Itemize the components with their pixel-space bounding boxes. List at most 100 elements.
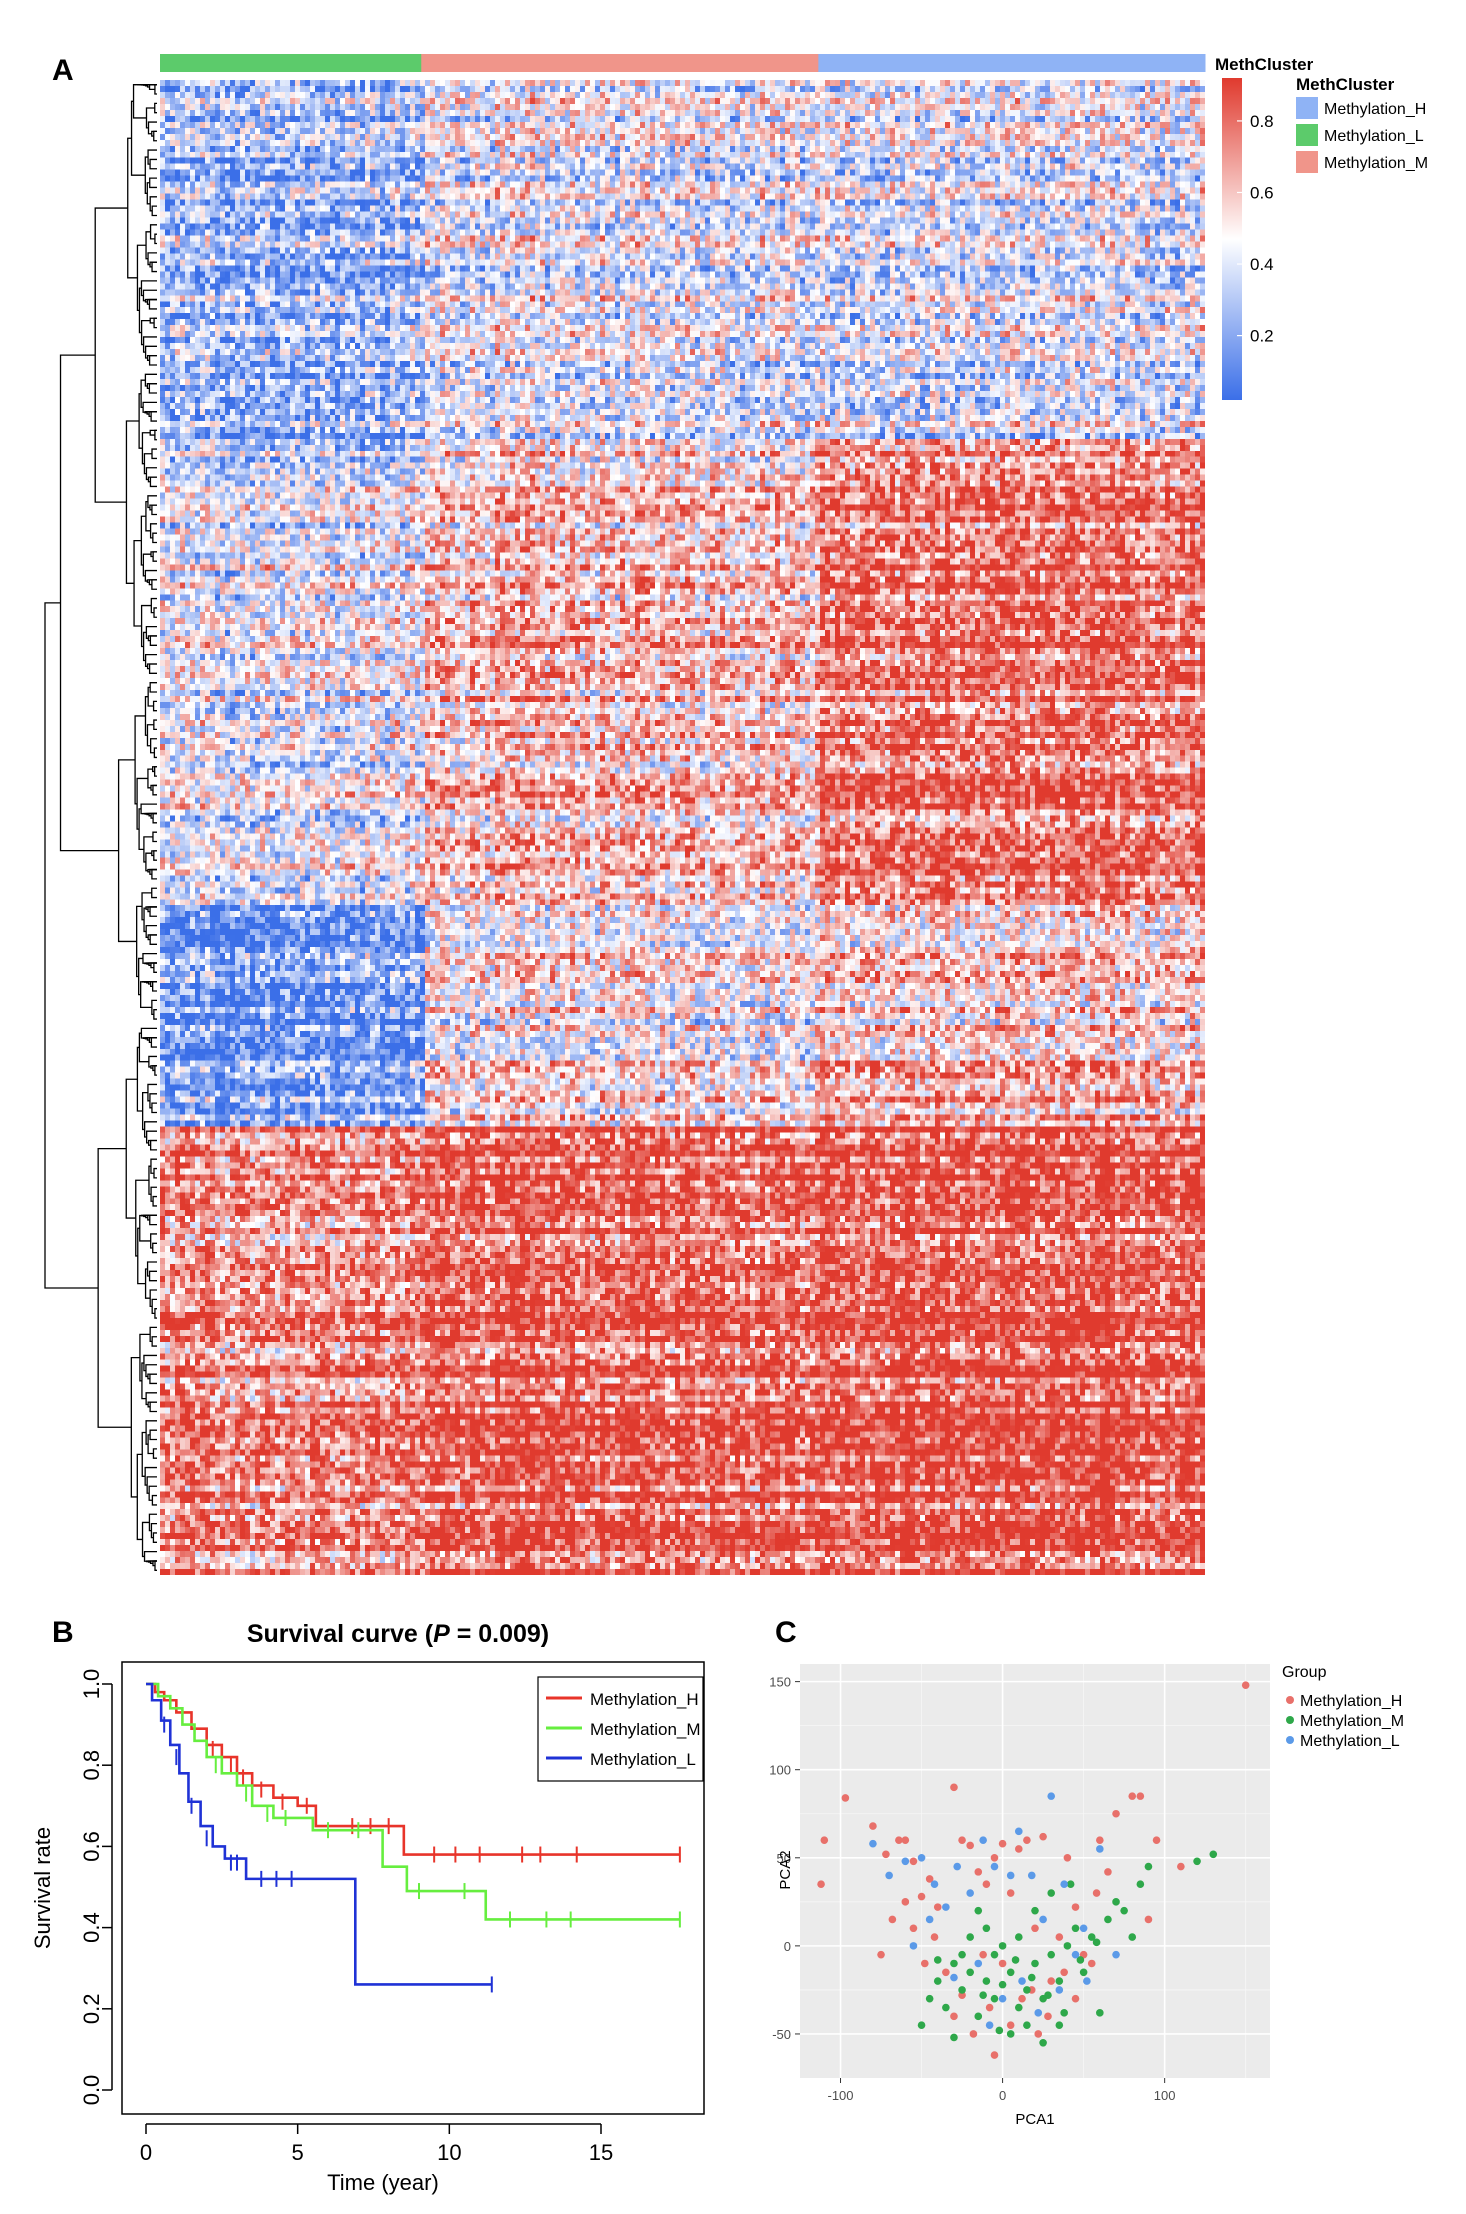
pca-point: [869, 1839, 877, 1848]
dendrogram-branch: [152, 784, 157, 796]
colorbar-tick-label: 0.4: [1250, 255, 1274, 274]
column-annotation-bar: [160, 54, 1206, 72]
dendrogram-branch: [140, 1027, 157, 1039]
pca-point: [1152, 1836, 1161, 1844]
pca-point: [1096, 1836, 1104, 1844]
dendrogram-branch: [136, 905, 143, 978]
pca-legend-title: Group: [1282, 1664, 1327, 1681]
dendrogram-branch: [151, 448, 157, 460]
dendrogram-branch: [151, 1336, 157, 1347]
dendrogram-branch: [149, 1289, 157, 1308]
pca-point: [979, 1836, 987, 1844]
dendrogram-branch: [150, 784, 157, 791]
pca-point: [1034, 2009, 1043, 2017]
dendrogram-branch: [144, 696, 149, 736]
pca-point: [1006, 2030, 1015, 2038]
annotation-segment-methylation-l: [160, 54, 422, 72]
pca-point: [974, 1959, 983, 1968]
pca-point: [877, 1950, 885, 1959]
pca-point: [1031, 1959, 1039, 1968]
dendrogram-branch: [127, 137, 138, 279]
survival-title: Survival curve (P = 0.009): [247, 1620, 549, 1648]
dendrogram-branch: [152, 700, 157, 712]
survival-x-tick-label: 5: [292, 2140, 304, 2165]
annotation-segment-methylation-m: [421, 54, 819, 72]
pca-point: [966, 1968, 974, 1977]
pca-x-tick-label: 100: [1154, 2088, 1176, 2103]
dendrogram-branch: [153, 719, 157, 731]
pca-point: [1011, 1956, 1020, 1964]
dendrogram-branch: [138, 808, 144, 851]
pca-point: [882, 1850, 890, 1859]
dendrogram-branch: [154, 1065, 157, 1076]
pca-point: [925, 1994, 934, 2003]
dendrogram-branch: [94, 207, 128, 503]
pca-ylabel: PCA2: [777, 1850, 794, 1889]
dendrogram-branch: [145, 467, 157, 481]
pca-legend-label: Methylation_M: [1300, 1713, 1404, 1730]
pca-point: [1055, 1986, 1064, 1994]
dendrogram-branch: [153, 1167, 157, 1179]
dendrogram-branch: [140, 319, 151, 346]
pca-point: [817, 1880, 825, 1889]
pca-point: [920, 1959, 929, 1968]
pca-legend: Methylation_H Methylation_M Methylation_L: [1286, 1693, 1404, 1750]
dendrogram-branch: [145, 231, 151, 260]
pca-point: [1079, 1968, 1088, 1977]
dendrogram-branch: [147, 1083, 157, 1102]
dendrogram-branch: [153, 962, 157, 973]
pca-point: [1096, 2009, 1104, 2017]
pca-legend-label: Methylation_H: [1300, 1693, 1402, 1710]
legend-swatch-methylation-l: [1296, 124, 1318, 146]
dendrogram-branch: [130, 1356, 140, 1498]
pca-point: [985, 2003, 994, 2012]
dendrogram-branch: [154, 84, 157, 95]
dendrogram-branch: [148, 663, 157, 674]
pca-point: [942, 1903, 950, 1911]
dendrogram-branch: [147, 121, 157, 135]
dendrogram-branch: [151, 1298, 157, 1315]
pca-point: [1112, 1809, 1120, 1818]
pca-point: [990, 1994, 999, 2003]
pca-point: [909, 1942, 918, 1950]
dendrogram-branch: [148, 411, 157, 418]
dendrogram-branch: [147, 906, 157, 913]
legend-swatch-methylation-h: [1296, 97, 1318, 119]
pca-point: [1023, 2021, 1031, 2029]
dendrogram-branch: [149, 476, 157, 488]
pca-point: [1055, 1933, 1064, 1941]
pca-point: [930, 1933, 939, 1941]
pca-point: [998, 1942, 1007, 1950]
pca-point: [1144, 1915, 1153, 1924]
pca-point: [895, 1836, 903, 1844]
dendrogram-branch: [153, 747, 157, 759]
pca-y-tick-label: 0: [784, 1939, 791, 1954]
pca-point: [950, 1783, 958, 1792]
pca-point: [998, 1980, 1007, 1989]
survival-ylabel: Survival rate: [30, 1827, 55, 1949]
pca-point: [1076, 1956, 1085, 1964]
survival-axes: 0 5 10 15 0.0 0.2 0.4 0.6 0.8 1.0: [79, 1669, 613, 2165]
pca-point: [974, 2012, 983, 2021]
dendrogram-branch: [151, 261, 157, 273]
pca-point: [1006, 1871, 1015, 1880]
pca-point: [1047, 1977, 1056, 1985]
dendrogram-branch: [149, 1093, 157, 1109]
survival-x-tick-label: 15: [589, 2140, 613, 2165]
pca-point: [1055, 2021, 1064, 2029]
dendrogram-branch: [149, 868, 157, 875]
pca-point: [1066, 1880, 1075, 1889]
pca-point: [925, 1915, 934, 1924]
dendrogram-branch: [148, 579, 157, 586]
pca-point: [1006, 1968, 1015, 1977]
pca-legend-dot: [1286, 1716, 1294, 1724]
pca-point: [990, 1862, 999, 1871]
survival-y-tick-label: 0.0: [79, 2075, 104, 2106]
survival-y-tick-label: 0.6: [79, 1831, 104, 1862]
dendrogram-branch: [145, 1560, 157, 1563]
pca-point: [1136, 1880, 1145, 1889]
pca-legend-dot: [1286, 1736, 1294, 1744]
survival-x-tick-label: 0: [140, 2140, 152, 2165]
dendrogram-branch: [145, 1130, 157, 1144]
